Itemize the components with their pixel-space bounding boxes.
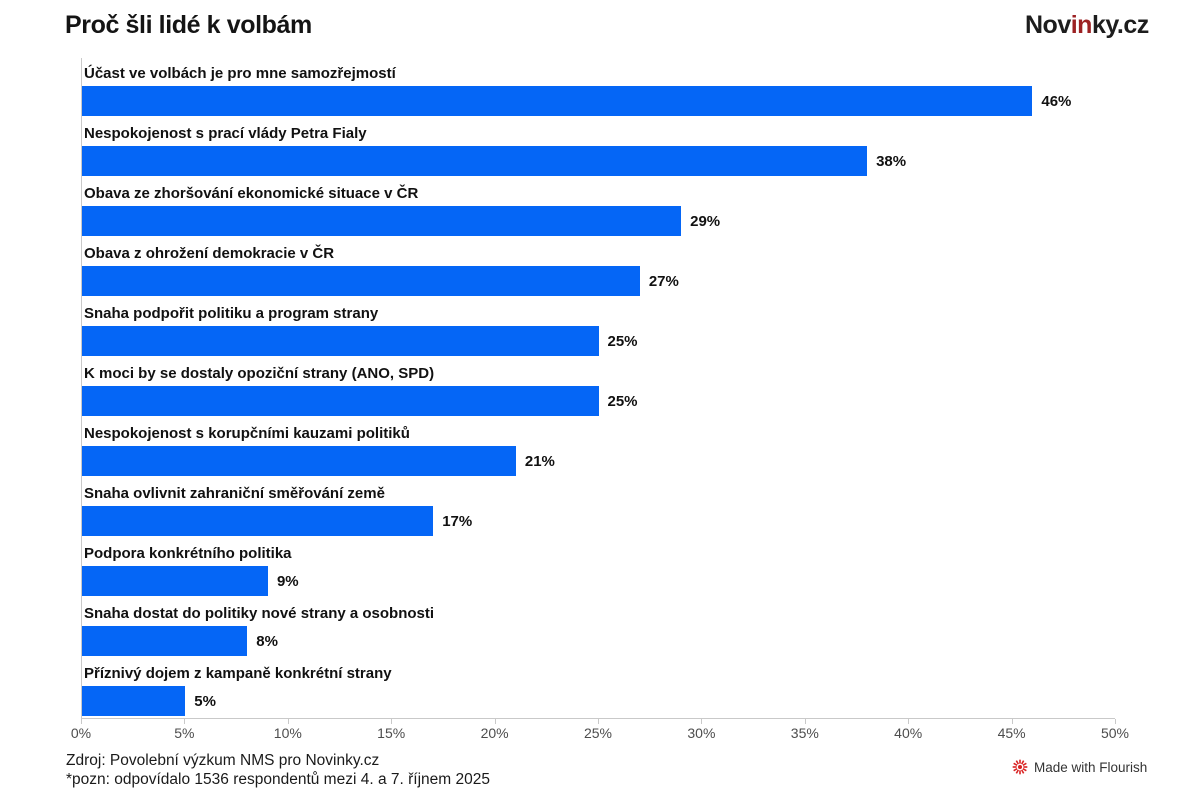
x-axis-tick: [701, 719, 703, 724]
plot-area: Účast ve volbách je pro mne samozřejmost…: [81, 58, 1115, 718]
bar-rows: Účast ve volbách je pro mne samozřejmost…: [82, 58, 1115, 718]
x-axis-tick-label: 50%: [1100, 725, 1130, 741]
bar-line: 29%: [82, 206, 1115, 236]
bar-line: 38%: [82, 146, 1115, 176]
logo-part-1: Nov: [1025, 11, 1071, 39]
chart-title: Proč šli lidé k volbám: [65, 11, 312, 39]
x-axis-tick: [598, 719, 599, 724]
bar: [82, 686, 186, 716]
bar: [82, 206, 682, 236]
bar-line: 46%: [82, 86, 1115, 116]
bar-line: 27%: [82, 266, 1115, 296]
x-axis-tick: [494, 719, 496, 724]
flourish-credit-label: Made with Flourish: [1034, 759, 1148, 775]
bar-group: Nespokojenost s prací vlády Petra Fialy 3…: [82, 118, 1115, 178]
logo-part-2: ky.cz: [1091, 11, 1149, 39]
x-axis-tick-label: 20%: [480, 725, 509, 741]
x-axis-tick-label: 30%: [687, 725, 716, 741]
bar-value: 17%: [442, 512, 473, 530]
x-axis-tick: [1115, 719, 1116, 724]
bar-value: 8%: [256, 632, 278, 650]
x-axis-tick-label: 15%: [377, 725, 406, 741]
x-axis-tick-label: 35%: [790, 725, 819, 741]
bar-line: 25%: [82, 386, 1115, 416]
flourish-icon: [1012, 759, 1028, 775]
bar-line: 25%: [82, 326, 1115, 356]
x-axis-tick: [81, 719, 82, 724]
bar-value: 25%: [607, 332, 638, 350]
bar-group: K moci by se dostaly opoziční strany (AN…: [82, 358, 1115, 418]
x-axis: 0% 5% 10% 15% 20% 25% 30% 35% 40% 45% 50%: [71, 718, 1129, 746]
bar-group: Snaha ovlivnit zahraniční směřování země…: [82, 478, 1115, 538]
x-axis-tick: [184, 719, 186, 724]
bar-line: 17%: [82, 506, 1115, 536]
bar-value: 5%: [194, 692, 216, 710]
bar-group: Obava z ohrožení demokracie v ČR 27%: [82, 238, 1115, 298]
x-axis-tick: [804, 719, 806, 724]
logo-part-accent: in: [1070, 11, 1093, 39]
x-axis-tick: [908, 719, 910, 724]
bar-label: Obava ze zhoršování ekonomické situace v…: [84, 185, 419, 202]
x-axis-tick-label: 45%: [997, 725, 1026, 741]
bar: [82, 386, 599, 416]
bar-line: 9%: [82, 566, 1115, 596]
x-axis-tick-label: 40%: [894, 725, 923, 741]
bar-value: 21%: [524, 452, 555, 470]
novinky-logo[interactable]: Novinky.cz: [1025, 11, 1149, 40]
flourish-credit[interactable]: Made with Flourish: [1012, 759, 1147, 775]
bar-group: Snaha podpořit politiku a program strany…: [82, 298, 1115, 358]
bar: [82, 146, 868, 176]
bar-group: Snaha dostat do politiky nové strany a o…: [82, 598, 1115, 658]
x-axis-tick: [287, 719, 289, 724]
bar-value: 29%: [690, 212, 721, 230]
bar-label: Obava z ohrožení demokracie v ČR: [84, 245, 335, 262]
bar-value: 25%: [607, 392, 638, 410]
bar-label: Nespokojenost s prací vlády Petra Fialy: [84, 125, 367, 142]
note-text: *pozn: odpovídalo 1536 respondentů mezi …: [66, 771, 490, 788]
bar-group: Příznivý dojem z kampaně konkrétní stran…: [82, 658, 1115, 718]
bar: [82, 626, 248, 656]
bar-group: Účast ve volbách je pro mne samozřejmost…: [82, 58, 1115, 118]
bar-value: 9%: [276, 572, 299, 590]
bar: [82, 86, 1033, 116]
bar-line: 5%: [82, 686, 1115, 716]
x-axis-tick-label: 25%: [583, 725, 613, 741]
bar-group: Nespokojenost s korupčními kauzami polit…: [82, 418, 1115, 478]
bar: [82, 266, 640, 296]
x-axis-tick: [1011, 719, 1013, 724]
bar-label: Příznivý dojem z kampaně konkrétní stran…: [84, 665, 392, 682]
bar-label: Snaha podpořit politiku a program strany: [84, 305, 379, 322]
x-axis-tick: [391, 719, 393, 724]
bar-label: Účast ve volbách je pro mne samozřejmost…: [84, 65, 396, 82]
bar-value: 46%: [1041, 92, 1072, 110]
bar: [82, 506, 434, 536]
bar: [82, 566, 268, 596]
bar-label: Snaha ovlivnit zahraniční směřování země: [84, 485, 385, 502]
bar: [82, 446, 516, 476]
bar-label: Podpora konkrétního politika: [84, 545, 292, 562]
bar-line: 8%: [82, 626, 1115, 656]
bar-label: Snaha dostat do politiky nové strany a o…: [84, 605, 435, 622]
bar-value: 38%: [876, 152, 907, 170]
bar-value: 27%: [648, 272, 679, 290]
x-axis-tick-label: 5%: [174, 725, 195, 741]
source-text: Zdroj: Povolební výzkum NMS pro Novinky.…: [66, 752, 380, 769]
bar-label: Nespokojenost s korupčními kauzami polit…: [84, 425, 410, 442]
bar-line: 21%: [82, 446, 1115, 476]
bar: [82, 326, 599, 356]
bar-group: Obava ze zhoršování ekonomické situace v…: [82, 178, 1115, 238]
x-axis-tick-label: 0%: [70, 725, 92, 741]
x-axis-tick-label: 10%: [273, 725, 302, 741]
bar-label: K moci by se dostaly opoziční strany (AN…: [84, 365, 435, 382]
bar-group: Podpora konkrétního politika 9%: [82, 538, 1115, 598]
